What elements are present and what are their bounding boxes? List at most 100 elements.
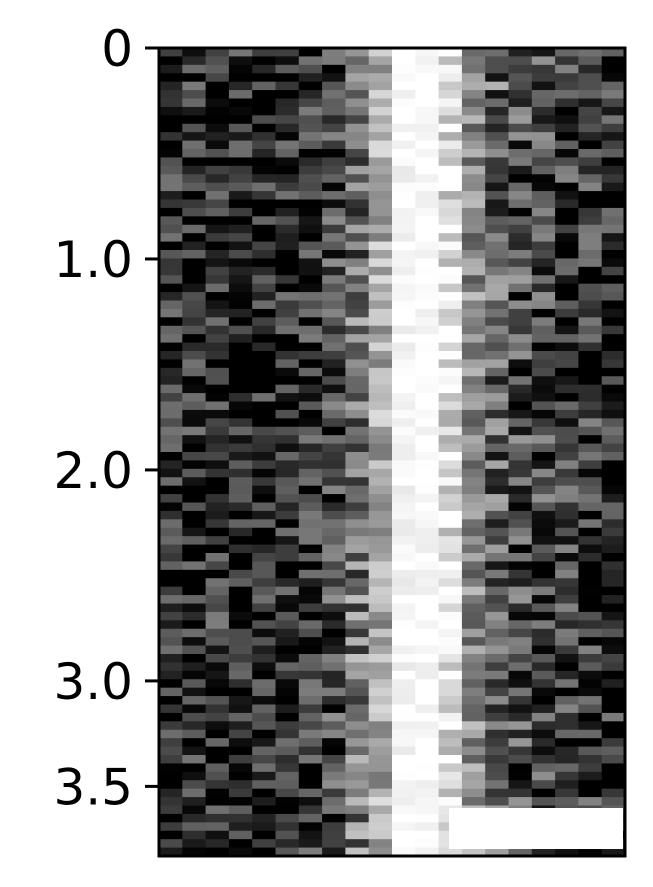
heatmap-cell [461, 241, 486, 251]
heatmap-cell [228, 847, 253, 857]
heatmap-cell [415, 452, 440, 462]
heatmap-cell [228, 56, 253, 66]
heatmap-cell [531, 443, 556, 453]
heatmap-cell [159, 90, 183, 100]
heatmap-cell [531, 611, 556, 621]
heatmap-cell [228, 48, 253, 58]
heatmap-cell [508, 132, 533, 142]
heatmap-cell [252, 233, 277, 243]
heatmap-cell [555, 81, 579, 91]
heatmap-cell [205, 460, 230, 470]
heatmap-cell [415, 586, 440, 596]
heatmap-cell [578, 670, 603, 680]
heatmap-cell [322, 460, 346, 470]
heatmap-cell [555, 755, 579, 765]
heatmap-cell [205, 157, 230, 167]
heatmap-cell [461, 578, 486, 588]
heatmap-cell [159, 746, 183, 756]
heatmap-cell [322, 393, 346, 403]
heatmap-cell [531, 569, 556, 579]
heatmap-cell [205, 620, 230, 630]
heatmap-cell [159, 292, 183, 302]
heatmap-cell [392, 611, 416, 621]
heatmap-cell [438, 132, 463, 142]
heatmap-cell [508, 351, 533, 361]
heatmap-cell [578, 771, 603, 781]
heatmap-cell [555, 409, 579, 419]
heatmap-cell [601, 149, 626, 159]
heatmap-cell [205, 56, 230, 66]
heatmap-cell [275, 611, 300, 621]
heatmap-cell [392, 519, 416, 529]
heatmap-cell [461, 56, 486, 66]
heatmap-cell [252, 401, 277, 411]
heatmap-cell [345, 132, 370, 142]
heatmap-cell [485, 443, 510, 453]
heatmap-cell [485, 763, 510, 773]
heatmap-cell [228, 721, 253, 731]
heatmap-cell [322, 527, 346, 537]
heatmap-cell [345, 763, 370, 773]
heatmap-cell [252, 679, 277, 689]
heatmap-cell [485, 578, 510, 588]
heatmap-cell [531, 334, 556, 344]
heatmap-cell [159, 443, 183, 453]
heatmap-cell [368, 250, 393, 260]
heatmap-cell [368, 367, 393, 377]
heatmap-cell [345, 90, 370, 100]
heatmap-cell [228, 494, 253, 504]
heatmap-cell [345, 586, 370, 596]
heatmap-cell [555, 48, 579, 58]
heatmap-cell [578, 283, 603, 293]
heatmap-cell [275, 763, 300, 773]
heatmap-cell [298, 300, 323, 310]
heatmap-cell [368, 822, 393, 832]
heatmap-cell [159, 73, 183, 83]
heatmap-cell [415, 755, 440, 765]
heatmap-cell [298, 502, 323, 512]
heatmap-cell [228, 477, 253, 487]
heatmap-cell [438, 283, 463, 293]
heatmap-cell [461, 106, 486, 116]
heatmap-cell [368, 510, 393, 520]
heatmap-cell [531, 435, 556, 445]
heatmap-cell [252, 704, 277, 714]
heatmap-cell [252, 300, 277, 310]
heatmap-cell [531, 216, 556, 226]
heatmap-cell [485, 696, 510, 706]
heatmap-cell [555, 56, 579, 66]
heatmap-cell [415, 637, 440, 647]
heatmap-cell [392, 712, 416, 722]
heatmap-cell [228, 822, 253, 832]
heatmap-cell [228, 98, 253, 108]
heatmap-cell [601, 847, 626, 857]
heatmap-cell [555, 258, 579, 268]
heatmap-cell [438, 468, 463, 478]
heatmap-cell [368, 662, 393, 672]
heatmap-cell [392, 409, 416, 419]
heatmap-cell [438, 384, 463, 394]
heatmap-cell [159, 351, 183, 361]
heatmap-cell [438, 98, 463, 108]
heatmap-cell [415, 510, 440, 520]
heatmap-cell [252, 561, 277, 571]
heatmap-cell [438, 679, 463, 689]
heatmap-cell [485, 460, 510, 470]
heatmap-cell [182, 510, 207, 520]
heatmap-cell [345, 780, 370, 790]
heatmap-cell [159, 763, 183, 773]
heatmap-cell [182, 738, 207, 748]
heatmap-cell [275, 654, 300, 664]
heatmap-cell [578, 755, 603, 765]
heatmap-cell [205, 367, 230, 377]
heatmap-cell [368, 704, 393, 714]
heatmap-cell [182, 780, 207, 790]
heatmap-cell [368, 207, 393, 217]
heatmap-cell [252, 224, 277, 234]
heatmap-cell [578, 477, 603, 487]
heatmap-cell [415, 679, 440, 689]
heatmap-cell [461, 435, 486, 445]
heatmap-cell [601, 115, 626, 125]
heatmap-cell [322, 712, 346, 722]
heatmap-cell [275, 64, 300, 74]
